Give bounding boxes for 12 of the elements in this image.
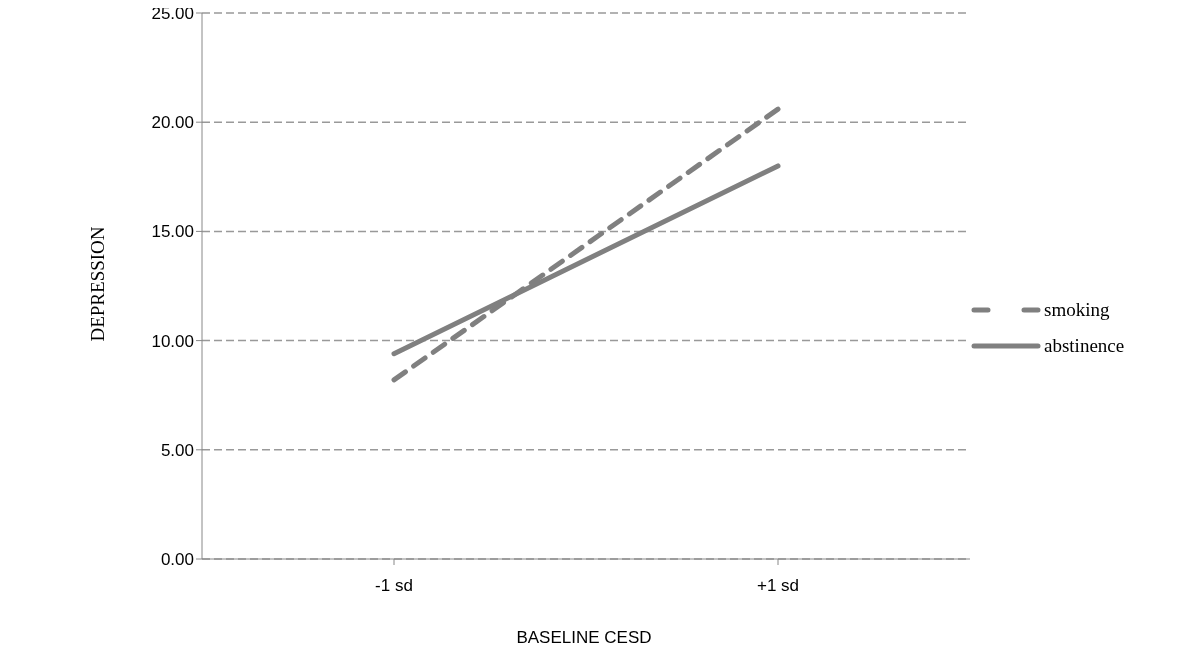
y-tick-label: 10.00 <box>151 331 194 351</box>
x-axis-title: BASELINE CESD <box>515 628 653 648</box>
y-tick-label: 15.00 <box>151 222 194 242</box>
y-tick-label: 0.00 <box>160 550 194 570</box>
legend-label: smoking <box>1044 299 1110 321</box>
x-tick-label: -1 sd <box>375 576 413 596</box>
legend-label: abstinence <box>1044 335 1125 357</box>
x-tick-label: +1 sd <box>756 576 800 596</box>
y-tick-label: 25.00 <box>151 4 194 24</box>
y-tick-label: 5.00 <box>160 440 194 460</box>
y-axis-title: DEPRESSION <box>87 225 109 342</box>
y-tick-label: 20.00 <box>151 113 194 133</box>
